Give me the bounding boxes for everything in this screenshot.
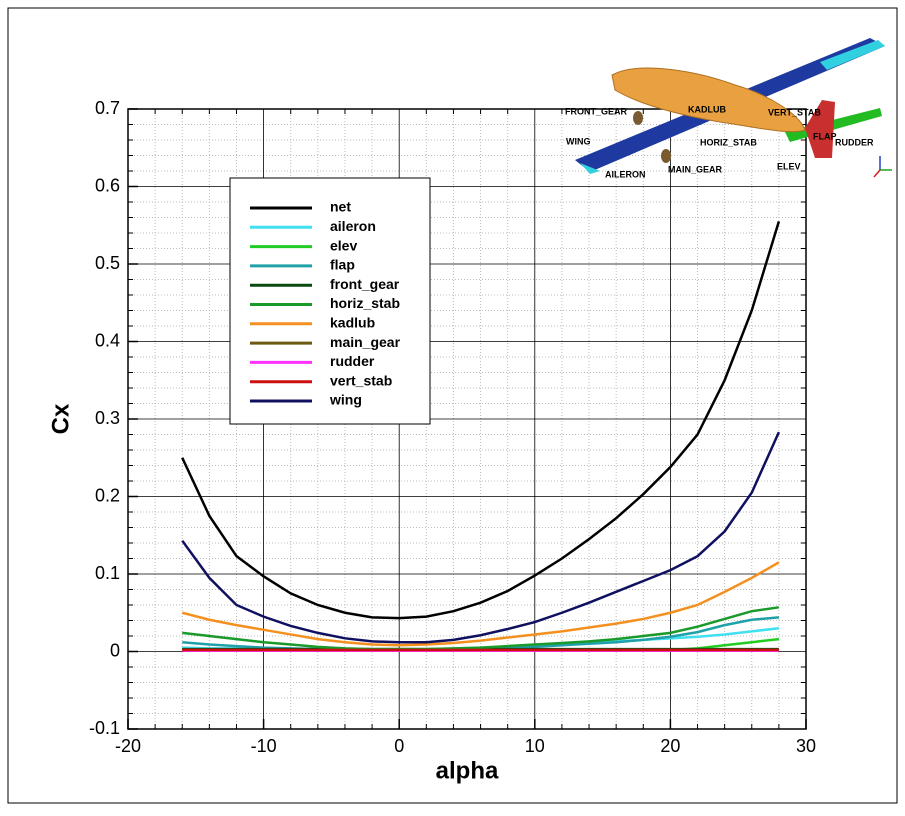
y-tick-label: 0 <box>110 640 120 660</box>
main-gear-shape <box>661 149 671 163</box>
y-tick-label: -0.1 <box>89 718 120 738</box>
x-tick-label: 0 <box>394 736 404 756</box>
x-axis-label: alpha <box>436 757 499 784</box>
y-tick-label: 0.2 <box>95 485 120 505</box>
y-tick-label: 0.4 <box>95 330 120 350</box>
legend-label: kadlub <box>330 315 375 331</box>
y-tick-label: 0.1 <box>95 563 120 583</box>
y-tick-label: 0.7 <box>95 98 120 118</box>
y-tick-label: 0.3 <box>95 408 120 428</box>
x-tick-label: -10 <box>251 736 277 756</box>
front-gear-shape <box>633 111 643 125</box>
inset-label: MAIN_GEAR <box>668 164 723 174</box>
inset-label: AILERON <box>605 169 646 179</box>
legend-label: aileron <box>330 218 376 234</box>
x-tick-label: 20 <box>660 736 680 756</box>
y-tick-label: 0.5 <box>95 253 120 273</box>
x-tick-label: 30 <box>796 736 816 756</box>
legend-label: net <box>330 199 351 215</box>
x-tick-label: -20 <box>115 736 141 756</box>
legend-label: horiz_stab <box>330 295 400 311</box>
inset-label: FRONT_GEAR <box>565 106 628 116</box>
inset-label: ELEV <box>777 161 801 171</box>
inset-label: RUDDER <box>835 137 874 147</box>
inset-label: FLAP <box>813 131 837 141</box>
legend-label: flap <box>330 257 355 273</box>
x-tick-label: 10 <box>525 736 545 756</box>
legend-label: vert_stab <box>330 372 392 388</box>
chart: alpha Cx net aileron elev flap front_gearhor… <box>0 0 905 811</box>
inset-label: WING <box>566 136 591 146</box>
inset-label: HORIZ_STAB <box>700 137 757 147</box>
legend-label: rudder <box>330 353 375 369</box>
y-tick-label: 0.6 <box>95 175 120 195</box>
legend-label: elev <box>330 237 357 253</box>
y-axis-label: Cx <box>47 403 74 434</box>
inset-label: KADLUB <box>688 104 726 114</box>
legend-label: wing <box>329 392 362 408</box>
inset-label: VERT_STAB <box>768 107 821 117</box>
legend-label: front_gear <box>330 276 400 292</box>
legend-label: main_gear <box>330 334 401 350</box>
